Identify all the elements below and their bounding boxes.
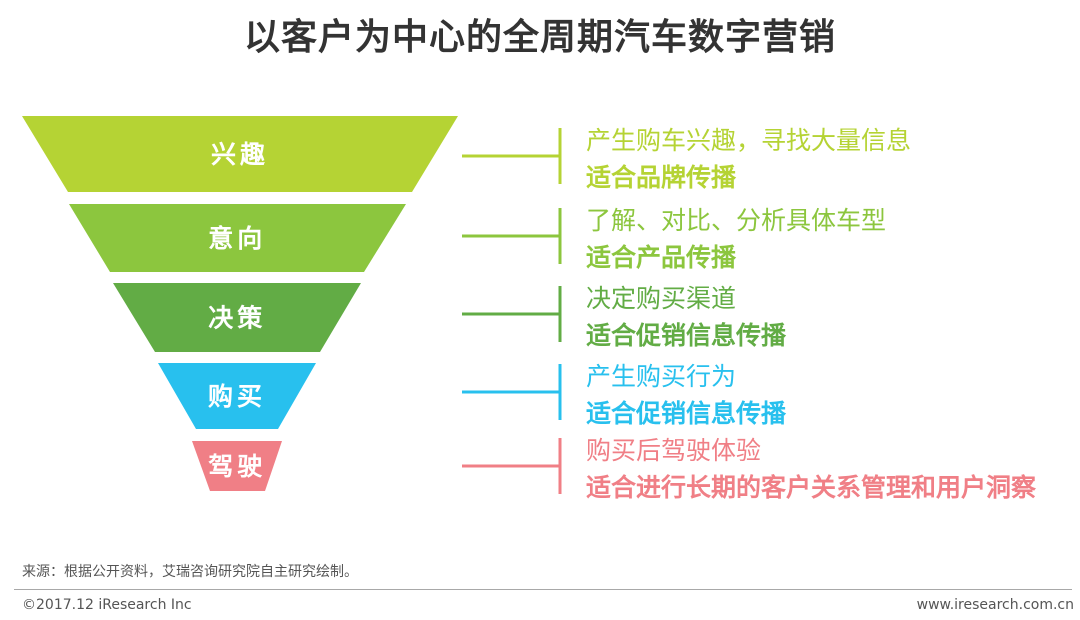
funnel-stage-1 (22, 116, 458, 192)
website-link[interactable]: www.iresearch.com.cn (916, 597, 1074, 613)
stage-description: 产生购买行为 (586, 362, 737, 391)
stage-strategy: 适合产品传播 (586, 243, 737, 272)
funnel-stage-label: 兴趣 (211, 140, 269, 169)
stage-description: 决定购买渠道 (586, 284, 737, 313)
funnel-stage-5 (192, 441, 282, 491)
footer-divider (14, 589, 1072, 590)
page-title: 以客户为中心的全周期汽车数字营销 (243, 17, 836, 58)
copyright-text: ©2017.12 iResearch Inc (22, 597, 192, 613)
funnel-stage-label: 意向 (208, 224, 266, 253)
stage-strategy: 适合品牌传播 (586, 163, 737, 192)
funnel-stage-label: 决策 (208, 304, 266, 333)
funnel-stage-2 (69, 204, 406, 272)
funnel-stage-4 (158, 363, 316, 429)
stage-description: 购买后驾驶体验 (586, 436, 762, 465)
source-note: 来源：根据公开资料，艾瑞咨询研究院自主研究绘制。 (22, 564, 358, 580)
stage-strategy: 适合促销信息传播 (586, 321, 787, 350)
stage-description: 了解、对比、分析具体车型 (586, 206, 887, 235)
stage-strategy: 适合促销信息传播 (586, 399, 787, 428)
funnel-stage-3 (113, 283, 361, 352)
stage-strategy: 适合进行长期的客户关系管理和用户洞察 (586, 473, 1037, 502)
funnel-stage-label: 购买 (208, 382, 266, 411)
stage-description: 产生购车兴趣，寻找大量信息 (586, 126, 912, 155)
funnel-stage-label: 驾驶 (208, 452, 266, 481)
